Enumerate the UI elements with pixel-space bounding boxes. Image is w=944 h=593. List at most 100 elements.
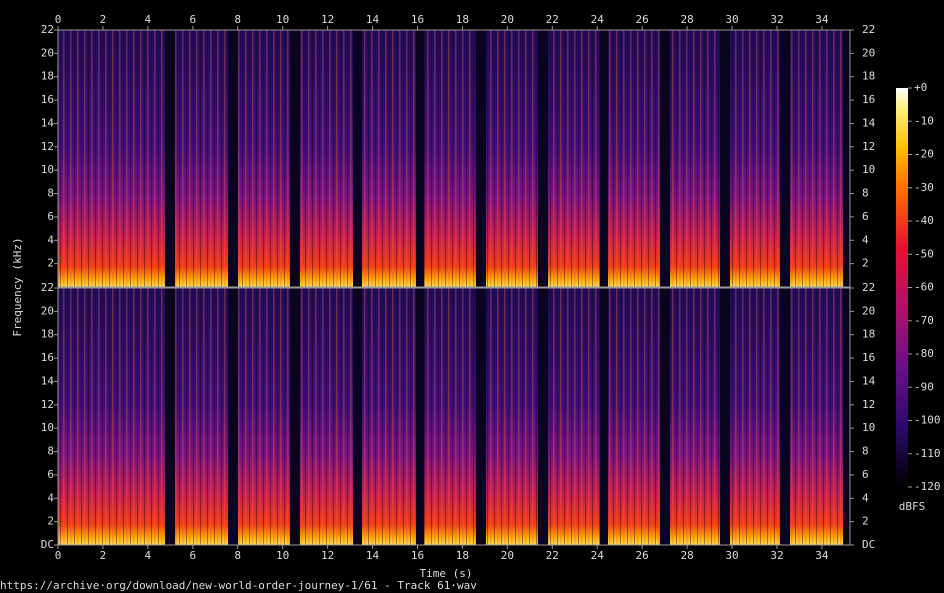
segment-texture	[730, 288, 780, 545]
segment-texture	[361, 288, 416, 545]
y-tick-label-right: 6	[862, 210, 869, 223]
colorbar-tick-label: -20	[914, 148, 934, 161]
y-tick-label-right: 18	[862, 70, 875, 83]
y-axis-label: Frequency (kHz)	[11, 237, 24, 336]
segment-texture	[424, 30, 476, 287]
segment-texture	[299, 30, 354, 287]
segment-texture	[790, 288, 844, 545]
colorbar-tick-label: -80	[914, 347, 934, 360]
segment-texture	[58, 288, 165, 545]
y-tick-label: 10	[41, 163, 54, 176]
x-tick-label-top: 16	[411, 13, 424, 26]
y-tick-label-right: 4	[862, 233, 869, 246]
x-tick-label-top: 6	[189, 13, 196, 26]
segment-texture	[548, 288, 600, 545]
y-tick-label-right: 12	[862, 140, 875, 153]
x-tick-label: 0	[55, 549, 62, 562]
y-tick-label: 6	[47, 210, 54, 223]
segment-texture	[608, 30, 660, 287]
y-tick-label: 22	[41, 281, 54, 294]
colorbar-tick-label: -90	[914, 380, 934, 393]
x-tick-label: 34	[815, 549, 829, 562]
x-tick-label-top: 14	[366, 13, 380, 26]
x-tick-label: 22	[546, 549, 559, 562]
y-tick-label-right: 22	[862, 23, 875, 36]
segment-texture	[548, 30, 600, 287]
x-tick-label: 10	[276, 549, 289, 562]
y-tick-label-right: 14	[862, 374, 876, 387]
x-tick-label-top: 26	[636, 13, 649, 26]
y-tick-label: 18	[41, 70, 54, 83]
y-tick-label-right: 20	[862, 46, 875, 59]
x-tick-label-top: 22	[546, 13, 559, 26]
y-tick-label-right: 16	[862, 93, 875, 106]
segment-texture	[175, 30, 229, 287]
segment-texture	[237, 30, 290, 287]
segment-texture	[608, 288, 660, 545]
y-tick-label-right: 2	[862, 515, 869, 528]
segment-texture	[790, 30, 844, 287]
colorbar-tick-label: -110	[914, 447, 941, 460]
segment-texture	[237, 288, 290, 545]
segment-texture	[58, 30, 165, 287]
x-tick-label-top: 8	[234, 13, 241, 26]
colorbar-tick-label: -10	[914, 114, 934, 127]
y-tick-label-right: 14	[862, 116, 876, 129]
x-tick-label-top: 4	[145, 13, 152, 26]
x-axis-label: Time (s)	[420, 567, 473, 580]
colorbar-tick-label: -50	[914, 247, 934, 260]
segment-texture	[730, 30, 780, 287]
y-tick-label: 8	[47, 445, 54, 458]
segment-texture	[175, 288, 229, 545]
y-tick-label-right: 6	[862, 468, 869, 481]
x-tick-label-top: 0	[55, 13, 62, 26]
y-tick-label: 18	[41, 328, 54, 341]
x-tick-label: 30	[725, 549, 738, 562]
segment-texture	[486, 288, 538, 545]
y-tick-label: 4	[47, 233, 54, 246]
x-tick-label: 24	[591, 549, 605, 562]
segment-texture	[670, 30, 720, 287]
y-tick-label-right: 8	[862, 187, 869, 200]
y-tick-label-right: 18	[862, 328, 875, 341]
x-tick-label-top: 28	[680, 13, 693, 26]
y-tick-label: 6	[47, 468, 54, 481]
x-tick-label-top: 30	[725, 13, 738, 26]
x-tick-label: 2	[100, 549, 107, 562]
x-tick-label: 12	[321, 549, 334, 562]
segment-texture	[670, 288, 720, 545]
x-tick-label: 26	[636, 549, 649, 562]
y-tick-label: 20	[41, 304, 54, 317]
segment-texture	[486, 30, 538, 287]
y-tick-label: 10	[41, 421, 54, 434]
y-tick-label-right: 16	[862, 351, 875, 364]
x-tick-label-top: 24	[591, 13, 605, 26]
y-tick-label-right: 10	[862, 163, 875, 176]
y-tick-label-right: 4	[862, 491, 869, 504]
x-tick-label-top: 34	[815, 13, 829, 26]
x-tick-label: 28	[680, 549, 693, 562]
y-tick-label-right: 20	[862, 304, 875, 317]
y-tick-label-right: DC	[862, 538, 875, 551]
x-tick-label: 16	[411, 549, 424, 562]
y-tick-label-right: 22	[862, 281, 875, 294]
segment-texture	[361, 30, 416, 287]
x-tick-label: 4	[145, 549, 152, 562]
y-tick-label: 2	[47, 257, 54, 270]
y-tick-label: 16	[41, 93, 54, 106]
y-tick-label-right: 12	[862, 398, 875, 411]
colorbar-tick-label: -70	[914, 314, 934, 327]
colorbar-tick-label: -120	[914, 480, 941, 493]
colorbar-tick-label: -60	[914, 281, 934, 294]
y-tick-label-right: 2	[862, 257, 869, 270]
y-tick-label: 16	[41, 351, 54, 364]
y-tick-label: 12	[41, 398, 54, 411]
x-tick-label: 14	[366, 549, 380, 562]
colorbar-label: dBFS	[899, 500, 926, 513]
plot-frame	[57, 287, 851, 546]
x-tick-label: 18	[456, 549, 469, 562]
y-tick-label: 20	[41, 46, 54, 59]
plot-frame	[57, 29, 851, 288]
colorbar-tick-label: -30	[914, 181, 934, 194]
